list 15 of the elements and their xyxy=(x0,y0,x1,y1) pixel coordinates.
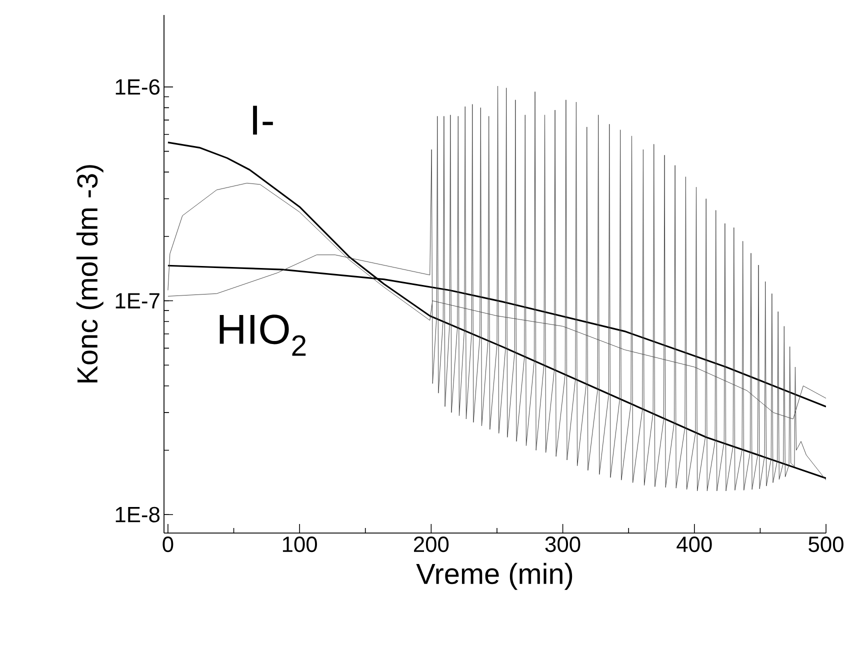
y-axis-title: Konc (mol dm -3) xyxy=(76,165,104,382)
x-tick-label: 100 xyxy=(282,536,317,552)
x-tick-label: 400 xyxy=(676,536,712,552)
y-tick-label: 1E-7 xyxy=(116,293,160,308)
x-tick-label: 500 xyxy=(808,536,844,552)
y-tick-label: 1E-6 xyxy=(116,79,160,95)
annotation: HIO$_{2}$ xyxy=(220,314,306,356)
x-tick-label: 0 xyxy=(162,536,174,552)
x-tick-label: 200 xyxy=(414,536,449,552)
x-tick-label: 300 xyxy=(545,536,580,552)
annotation: I- xyxy=(253,106,273,135)
line-series xyxy=(167,142,826,479)
y-tick-label: 1E-8 xyxy=(116,506,160,522)
line-series xyxy=(168,86,826,492)
x-axis-title: Vreme (min) xyxy=(416,562,572,590)
